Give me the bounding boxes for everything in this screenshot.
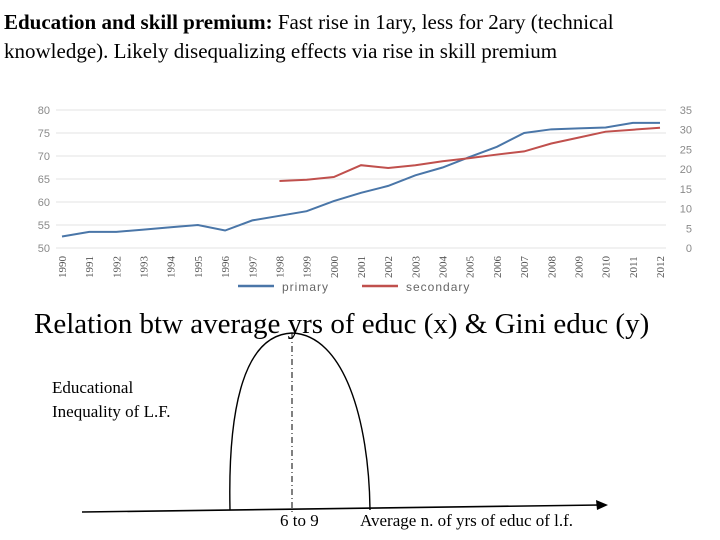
- slide-heading: Education and skill premium: Fast rise i…: [4, 8, 716, 66]
- y-right-tick-label: 35: [680, 105, 692, 117]
- education-line-chart: 50 55 60 65 70 75 80 0 5 10 15 20 25 30 35 1990 1991 1992…: [38, 105, 692, 294]
- x-tick-label: 2012: [655, 256, 667, 278]
- x-tick-label: 2006: [492, 256, 504, 278]
- x-tick-label: 2005: [465, 256, 477, 279]
- x-tick-label: 1991: [84, 256, 96, 278]
- legend-label-primary: primary: [282, 280, 329, 294]
- y-left-tick-label: 70: [38, 151, 50, 163]
- x-tick-label: 1990: [57, 256, 69, 279]
- y-right-tick-label: 30: [680, 125, 692, 137]
- y-left-tick-label: 50: [38, 243, 50, 255]
- y-left-tick-label: 55: [38, 220, 50, 232]
- x-tick-label: 2002: [383, 256, 395, 278]
- x-axis-arrow-line: [81, 504, 601, 513]
- x-tick-label: 2000: [329, 256, 341, 279]
- y-right-tick-label: 20: [680, 164, 692, 176]
- x-tick-label: 2001: [356, 256, 368, 278]
- legend-label-secondary: secondary: [406, 280, 470, 294]
- x-tick-label: 2004: [438, 256, 450, 279]
- y-right-tick-label: 5: [686, 223, 692, 235]
- x-tick-label: 2010: [601, 256, 613, 279]
- x-tick-label: 1992: [111, 256, 123, 278]
- heading-bold: Education and skill premium:: [4, 10, 273, 34]
- x-tick-label: 2003: [410, 256, 422, 279]
- x-tick-label: 2009: [573, 256, 585, 279]
- diagram-title: Relation btw average yrs of educ (x) & G…: [34, 308, 650, 340]
- diagram-y-label-line-1: Educational: [52, 378, 134, 397]
- x-tick-label: 1996: [220, 256, 232, 279]
- series-line-secondary: [279, 126, 661, 182]
- y-right-tick-label: 0: [686, 243, 692, 255]
- x-tick-label: 2011: [628, 256, 640, 278]
- diagram-y-label: Educational Inequality of L.F.: [52, 376, 171, 424]
- y-right-tick-label: 10: [680, 204, 692, 216]
- x-tick-label: 1999: [302, 256, 314, 279]
- y-left-tick-label: 80: [38, 105, 50, 117]
- y-left-tick-label: 75: [38, 128, 50, 140]
- heading-rest: Fast rise in 1ary, less for 2ary (techni…: [4, 10, 614, 63]
- x-tick-label: 2007: [519, 256, 531, 279]
- diagram-x-label: Average n. of yrs of educ of l.f.: [360, 511, 574, 530]
- x-tick-label: 1995: [193, 256, 205, 279]
- x-tick-label: 1997: [247, 256, 259, 279]
- x-tick-label: 1993: [139, 256, 151, 279]
- y-right-tick-label: 15: [680, 184, 692, 196]
- inverted-u-curve: [229, 332, 371, 511]
- x-tick-label: 2008: [546, 256, 558, 279]
- x-axis-arrowhead: [596, 500, 608, 510]
- x-tick-label: 1994: [166, 256, 178, 279]
- diagram-y-label-line-2: Inequality of L.F.: [52, 402, 171, 421]
- diagram-x-tick: 6 to 9: [280, 511, 319, 530]
- y-right-tick-label: 25: [680, 144, 692, 156]
- series-line-primary: [61, 121, 660, 238]
- x-tick-label: 1998: [274, 256, 286, 279]
- y-left-tick-label: 65: [38, 174, 50, 186]
- y-left-tick-label: 60: [38, 197, 50, 209]
